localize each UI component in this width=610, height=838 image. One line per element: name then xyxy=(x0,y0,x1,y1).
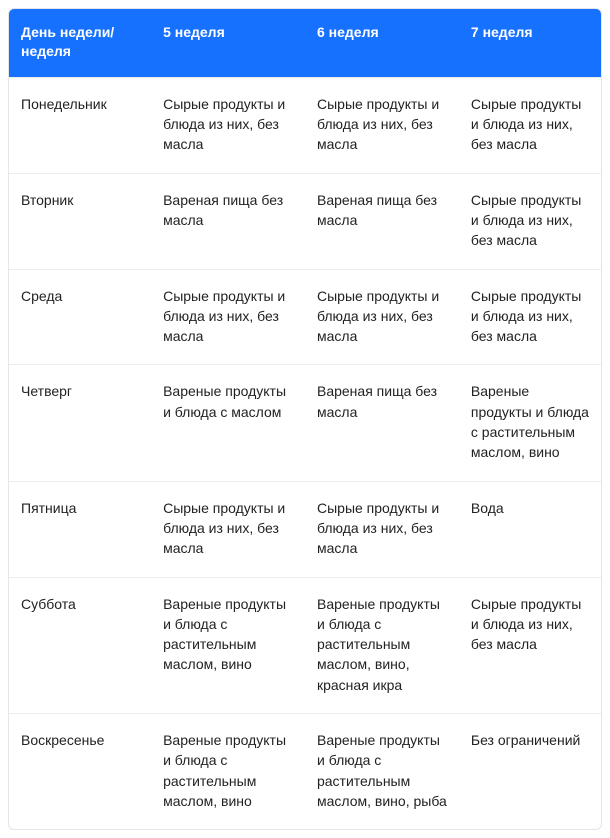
table-row: Воскресенье Вареные продукты и блюда с р… xyxy=(9,714,601,830)
col-header-w5: 5 неделя xyxy=(151,9,305,77)
table-header-row: День недели/ неделя 5 неделя 6 неделя 7 … xyxy=(9,9,601,77)
cell-w6: Сырые продукты и блюда из них, без масла xyxy=(305,481,459,577)
table-row: Четверг Вареные продукты и блюда с масло… xyxy=(9,365,601,481)
table-row: Среда Сырые продукты и блюда из них, без… xyxy=(9,269,601,365)
cell-w5: Вареные продукты и блюда с маслом xyxy=(151,365,305,481)
cell-w6: Вареные продукты и блюда с растительным … xyxy=(305,577,459,713)
cell-w7: Вода xyxy=(459,481,601,577)
table-row: Понедельник Сырые продукты и блюда из ни… xyxy=(9,77,601,173)
cell-w5: Вареная пища без масла xyxy=(151,173,305,269)
cell-w7: Без ограничений xyxy=(459,714,601,830)
cell-day: Четверг xyxy=(9,365,151,481)
cell-day: Среда xyxy=(9,269,151,365)
cell-w6: Вареные продукты и блюда с растительным … xyxy=(305,714,459,830)
col-header-w7: 7 неделя xyxy=(459,9,601,77)
table-row: Пятница Сырые продукты и блюда из них, б… xyxy=(9,481,601,577)
cell-day: Воскресенье xyxy=(9,714,151,830)
cell-day: Суббота xyxy=(9,577,151,713)
cell-w7: Сырые продукты и блюда из них, без масла xyxy=(459,77,601,173)
cell-w5: Вареные продукты и блюда с растительным … xyxy=(151,577,305,713)
cell-w6: Вареная пища без масла xyxy=(305,173,459,269)
col-header-w6: 6 неделя xyxy=(305,9,459,77)
table-row: Вторник Вареная пища без масла Вареная п… xyxy=(9,173,601,269)
cell-w5: Сырые продукты и блюда из них, без масла xyxy=(151,481,305,577)
cell-w7: Сырые продукты и блюда из них, без масла xyxy=(459,577,601,713)
cell-w5: Сырые продукты и блюда из них, без масла xyxy=(151,77,305,173)
table-row: Суббота Вареные продукты и блюда с расти… xyxy=(9,577,601,713)
cell-w7: Вареные продукты и блюда с растительным … xyxy=(459,365,601,481)
cell-w5: Вареные продукты и блюда с растительным … xyxy=(151,714,305,830)
diet-table: День недели/ неделя 5 неделя 6 неделя 7 … xyxy=(9,9,601,829)
cell-day: Понедельник xyxy=(9,77,151,173)
diet-table-container: День недели/ неделя 5 неделя 6 неделя 7 … xyxy=(8,8,602,830)
cell-day: Вторник xyxy=(9,173,151,269)
cell-w7: Сырые продукты и блюда из них, без масла xyxy=(459,269,601,365)
cell-w6: Сырые продукты и блюда из них, без масла xyxy=(305,269,459,365)
cell-day: Пятница xyxy=(9,481,151,577)
cell-w7: Сырые продукты и блюда из них, без масла xyxy=(459,173,601,269)
col-header-day: День недели/ неделя xyxy=(9,9,151,77)
cell-w5: Сырые продукты и блюда из них, без масла xyxy=(151,269,305,365)
cell-w6: Вареная пища без масла xyxy=(305,365,459,481)
cell-w6: Сырые продукты и блюда из них, без масла xyxy=(305,77,459,173)
